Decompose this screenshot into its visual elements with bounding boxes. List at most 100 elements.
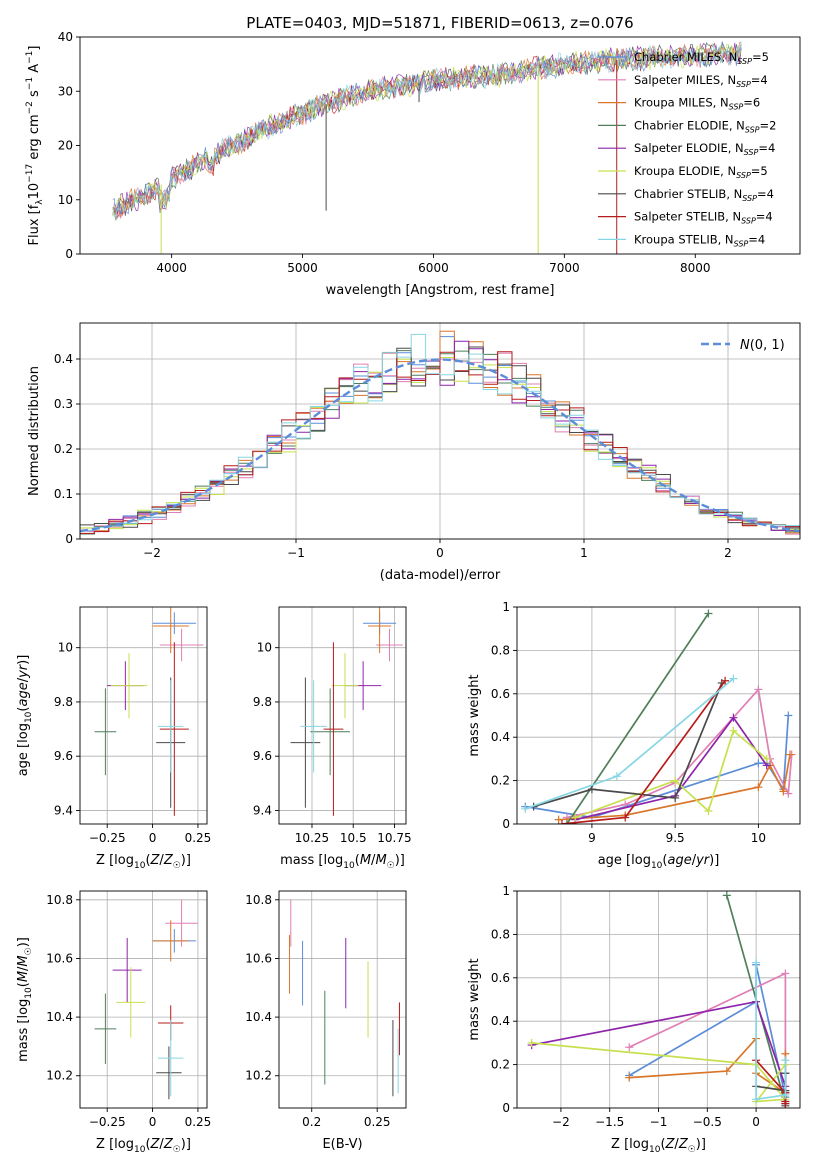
- data-marker: [779, 787, 788, 796]
- normal-curve: [80, 358, 800, 533]
- y-axis-label-part: 10: [24, 987, 34, 999]
- y-tick-label: 10.2: [46, 1069, 73, 1083]
- y-tick-label: 1: [502, 884, 510, 898]
- y-tick-label: 0: [502, 1101, 510, 1115]
- x-axis-label-part: (: [355, 853, 360, 868]
- legend-label: Kroupa MILES, NSSP=6: [634, 96, 760, 112]
- legend-label: N(0, 1): [740, 338, 785, 353]
- legend-label-part: =6: [743, 96, 760, 110]
- data-marker: [781, 1090, 790, 1099]
- x-tick-label: −0.25: [89, 1115, 126, 1129]
- mass-vs-EBV-panel: 0.2 0.25 10.2 10.4 10.6 10.8 E(B-V): [245, 890, 407, 1152]
- data-marker: [527, 1038, 536, 1047]
- y-tick-label: 30: [58, 84, 73, 98]
- x-tick-label: 10: [751, 831, 766, 845]
- y-tick-label: 10.2: [245, 1069, 272, 1083]
- y-axis-label-part: /: [16, 966, 31, 971]
- mass-weight-vs-age-plot-area: [517, 607, 800, 824]
- legend: N(0, 1): [701, 338, 785, 353]
- y-tick-label: 10.4: [46, 1010, 73, 1024]
- mass-weight-vs-Z-plot-area: [517, 891, 800, 1108]
- y-tick-label: 0: [65, 247, 73, 261]
- y-tick-label: 9.8: [253, 695, 272, 709]
- y-tick-label: 0.8: [491, 643, 510, 657]
- data-marker: [587, 785, 596, 794]
- x-axis-label: wavelength [Angstrom, rest frame]: [326, 283, 555, 298]
- x-tick-label: −2: [143, 546, 161, 560]
- legend-label-part: Kroupa MILES, N: [634, 96, 729, 110]
- x-tick-label: 10.25: [295, 831, 329, 845]
- x-tick-label: 4000: [156, 261, 187, 275]
- axes-frame: [79, 890, 208, 1109]
- data-marker: [784, 789, 793, 798]
- data-marker: [754, 783, 763, 792]
- y-tick-label: 0.2: [491, 1058, 510, 1072]
- mass-weight-vs-Z-panel: −2 −1.5 −1 −0.5 000.20.40.60.81Z [log10(Z/Z☉…: [467, 884, 801, 1155]
- x-axis-label-part: ☉: [688, 1145, 696, 1155]
- legend-label-part: N: [740, 338, 750, 353]
- data-marker: [704, 609, 713, 618]
- legend-label-part: SSP: [744, 148, 759, 157]
- axes-frame: [79, 606, 208, 825]
- y-axis-label-part: −2: [25, 101, 35, 114]
- legend-label-part: =4: [757, 187, 774, 201]
- data-marker: [729, 726, 738, 735]
- legend-label-part: =4: [758, 141, 775, 155]
- data-marker: [752, 1095, 761, 1104]
- x-tick-label: 8000: [680, 261, 711, 275]
- data-marker: [625, 1073, 634, 1082]
- legend-label-part: =5: [752, 50, 769, 64]
- data-marker: [621, 813, 630, 822]
- y-axis-label-part: −1: [25, 77, 35, 90]
- data-marker: [722, 1067, 731, 1076]
- data-marker: [571, 813, 580, 822]
- data-marker: [754, 685, 763, 694]
- y-axis-label-part: )]: [16, 655, 31, 665]
- x-axis-label-part: /: [159, 853, 164, 868]
- y-tick-label: 0.2: [491, 774, 510, 788]
- data-marker: [729, 713, 738, 722]
- y-tick-label: 10.8: [245, 893, 272, 907]
- x-tick-label: 0: [149, 831, 157, 845]
- x-tick-label: 0: [436, 546, 444, 560]
- legend-label-part: SSP: [737, 57, 752, 66]
- mass-vs-Z-plot-area: [80, 891, 207, 1108]
- data-marker: [612, 772, 621, 781]
- age-vs-Z-plot-area: [80, 607, 207, 824]
- y-tick-label: 10.4: [245, 1010, 272, 1024]
- spectrum-series-line: [112, 41, 742, 215]
- data-marker: [786, 750, 795, 759]
- y-axis-label-part: mass [log: [16, 999, 31, 1062]
- data-marker: [781, 969, 790, 978]
- mass-weight-line: [533, 682, 723, 808]
- x-axis-label-part: 10: [134, 861, 146, 871]
- mass-weight-line: [575, 716, 768, 821]
- x-axis-label-part: M: [360, 853, 371, 868]
- x-tick-label: 0: [149, 1115, 157, 1129]
- age-vs-mass-plot-area: [279, 607, 406, 824]
- mass-weight-line: [575, 729, 768, 819]
- x-tick-label: 1: [580, 546, 588, 560]
- x-axis-label-part: /: [371, 853, 376, 868]
- data-marker: [752, 958, 761, 967]
- x-axis-label-part: )]: [395, 853, 405, 868]
- data-marker: [781, 1056, 790, 1065]
- x-tick-label: −1: [287, 546, 305, 560]
- legend-label: Salpeter ELODIE, NSSP=4: [634, 141, 775, 157]
- y-tick-label: 10: [58, 641, 73, 655]
- y-tick-label: 0.4: [491, 730, 510, 744]
- legend-label-part: =5: [751, 164, 768, 178]
- x-axis-label-part: /: [692, 853, 697, 868]
- y-axis-label: mass weight: [467, 674, 482, 756]
- x-tick-label: 0.25: [185, 831, 212, 845]
- mass-weight-line: [525, 677, 734, 810]
- data-marker: [784, 711, 793, 720]
- data-marker: [729, 674, 738, 683]
- x-tick-label: −2: [552, 1115, 570, 1129]
- x-axis-label: Z [log10(Z/Z☉)]: [611, 1137, 706, 1155]
- x-axis-label-part: 10: [651, 861, 663, 871]
- axes-frame: [278, 606, 407, 825]
- y-tick-label: 9.4: [253, 803, 272, 817]
- x-axis-label-part: /: [674, 1137, 679, 1152]
